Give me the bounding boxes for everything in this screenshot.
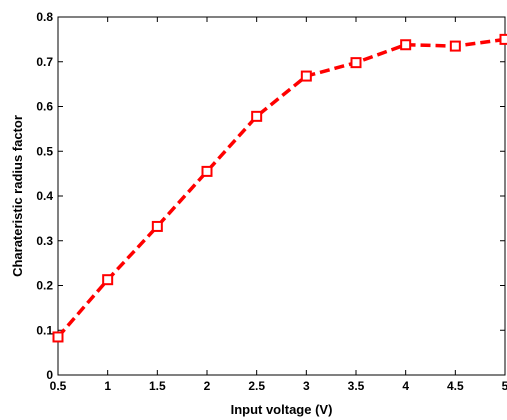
plot-area <box>57 16 506 376</box>
y-tick-label: 0.5 <box>36 144 53 158</box>
x-tick-label: 5 <box>502 379 507 393</box>
data-point-marker <box>400 39 412 51</box>
y-tick-label: 0.1 <box>36 323 53 337</box>
y-tick-label: 0 <box>46 368 53 382</box>
y-tick-label: 0.4 <box>36 189 53 203</box>
x-tick-label: 4 <box>402 379 409 393</box>
x-tick-label: 4.5 <box>447 379 464 393</box>
data-point-marker <box>251 110 263 122</box>
data-point-marker <box>300 70 312 82</box>
y-axis-ticks: 0 0.1 0.2 0.3 0.4 0.5 0.6 0.7 0.8 <box>36 10 505 382</box>
x-tick-label: 1 <box>104 379 111 393</box>
data-point-marker <box>52 331 64 343</box>
x-tick-label: 3 <box>303 379 310 393</box>
y-tick-label: 0.3 <box>36 234 53 248</box>
data-point-marker <box>201 165 213 177</box>
data-point-marker <box>350 57 362 69</box>
x-tick-label: 0.5 <box>50 379 67 393</box>
series-line <box>56 37 506 339</box>
x-tick-label: 1.5 <box>149 379 166 393</box>
y-tick-label: 0.8 <box>36 10 53 24</box>
data-point-marker <box>449 40 461 52</box>
y-tick-label: 0.6 <box>36 100 53 114</box>
x-tick-label: 2.5 <box>248 379 265 393</box>
data-point-marker <box>499 33 507 45</box>
x-axis-label: Input voltage (V) <box>231 402 333 417</box>
x-tick-label: 3.5 <box>348 379 365 393</box>
x-tick-label: 2 <box>204 379 211 393</box>
data-point-marker <box>102 274 114 286</box>
y-axis-label: Charateristic radius factor <box>10 115 25 277</box>
series-layer <box>52 33 507 343</box>
y-tick-label: 0.2 <box>36 279 53 293</box>
x-axis-ticks: 0.5 1 1.5 2 2.5 3 3.5 4 4.5 5 <box>50 17 507 393</box>
data-point-marker <box>151 220 163 232</box>
y-tick-label: 0.7 <box>36 55 53 69</box>
